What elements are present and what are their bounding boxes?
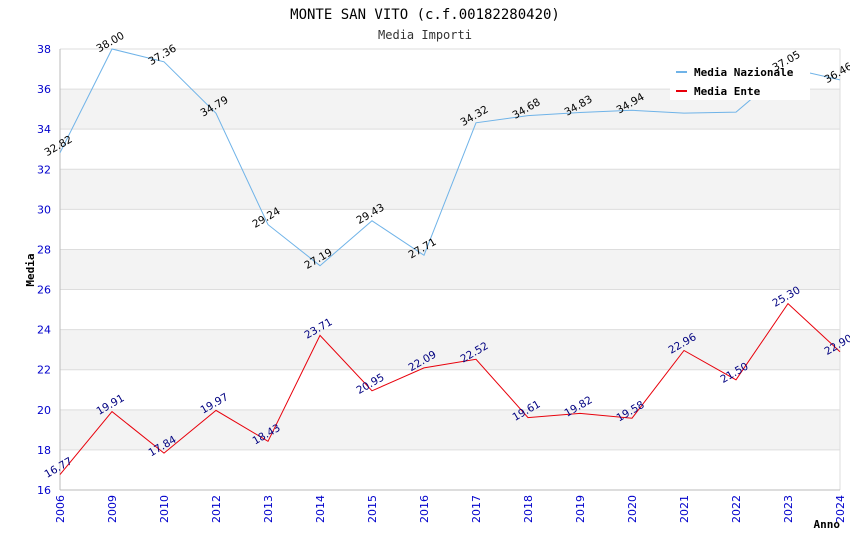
series-line-media-ente bbox=[59, 302, 841, 475]
grid-band bbox=[60, 369, 840, 410]
x-axis-ticks: 2006 2009 2010 2012 2013 2014 2015 2016 2017 2018… bbox=[54, 495, 847, 523]
y-axis-ticks: 16 18 20 22 24 26 28 30 32 34 36 38 bbox=[37, 43, 51, 497]
grid-band bbox=[60, 129, 840, 170]
y-tick-label: 26 bbox=[37, 284, 51, 297]
chart-title: MONTE SAN VITO (c.f.00182280420) bbox=[290, 7, 560, 23]
x-tick-label: 2009 bbox=[106, 495, 119, 523]
x-tick-label: 2019 bbox=[574, 495, 587, 523]
x-axis-label: Anno bbox=[814, 518, 841, 531]
y-tick-label: 22 bbox=[37, 364, 51, 377]
x-tick-label: 2006 bbox=[54, 495, 67, 523]
y-tick-label: 24 bbox=[37, 324, 51, 337]
chart-subtitle: Media Importi bbox=[378, 28, 472, 42]
y-tick-label: 28 bbox=[37, 243, 51, 256]
series-lines bbox=[59, 48, 841, 475]
grid-band bbox=[60, 249, 840, 290]
x-tick-label: 2012 bbox=[210, 495, 223, 523]
y-tick-label: 16 bbox=[37, 484, 51, 497]
grid-band bbox=[60, 289, 840, 330]
y-tick-label: 36 bbox=[37, 83, 51, 96]
x-tick-label: 2020 bbox=[626, 495, 639, 523]
x-tick-label: 2018 bbox=[522, 495, 535, 523]
legend: Media Nazionale Media Ente bbox=[670, 58, 810, 100]
x-tick-label: 2024 bbox=[834, 495, 847, 523]
y-tick-label: 18 bbox=[37, 444, 51, 457]
grid-band bbox=[60, 329, 840, 370]
series-line-media-nazionale bbox=[59, 48, 841, 267]
y-tick-label: 38 bbox=[37, 43, 51, 56]
x-tick-label: 2022 bbox=[730, 495, 743, 523]
y-tick-label: 30 bbox=[37, 203, 51, 216]
x-tick-label: 2021 bbox=[678, 495, 691, 523]
grid-band bbox=[60, 449, 840, 490]
x-tick-label: 2017 bbox=[470, 495, 483, 523]
grid-band bbox=[60, 209, 840, 250]
x-tick-label: 2023 bbox=[782, 495, 795, 523]
x-tick-label: 2015 bbox=[366, 495, 379, 523]
x-tick-label: 2014 bbox=[314, 495, 327, 523]
x-tick-label: 2016 bbox=[418, 495, 431, 523]
legend-background bbox=[670, 58, 810, 100]
y-tick-label: 20 bbox=[37, 404, 51, 417]
y-tick-label: 32 bbox=[37, 163, 51, 176]
y-axis-label: Media bbox=[24, 253, 37, 286]
x-tick-label: 2010 bbox=[158, 495, 171, 523]
x-tick-label: 2013 bbox=[262, 495, 275, 523]
legend-label-media-nazionale: Media Nazionale bbox=[694, 66, 794, 79]
y-tick-label: 34 bbox=[37, 123, 51, 136]
legend-label-media-ente: Media Ente bbox=[694, 85, 761, 98]
grid-band bbox=[60, 409, 840, 450]
grid-bands bbox=[60, 49, 840, 490]
